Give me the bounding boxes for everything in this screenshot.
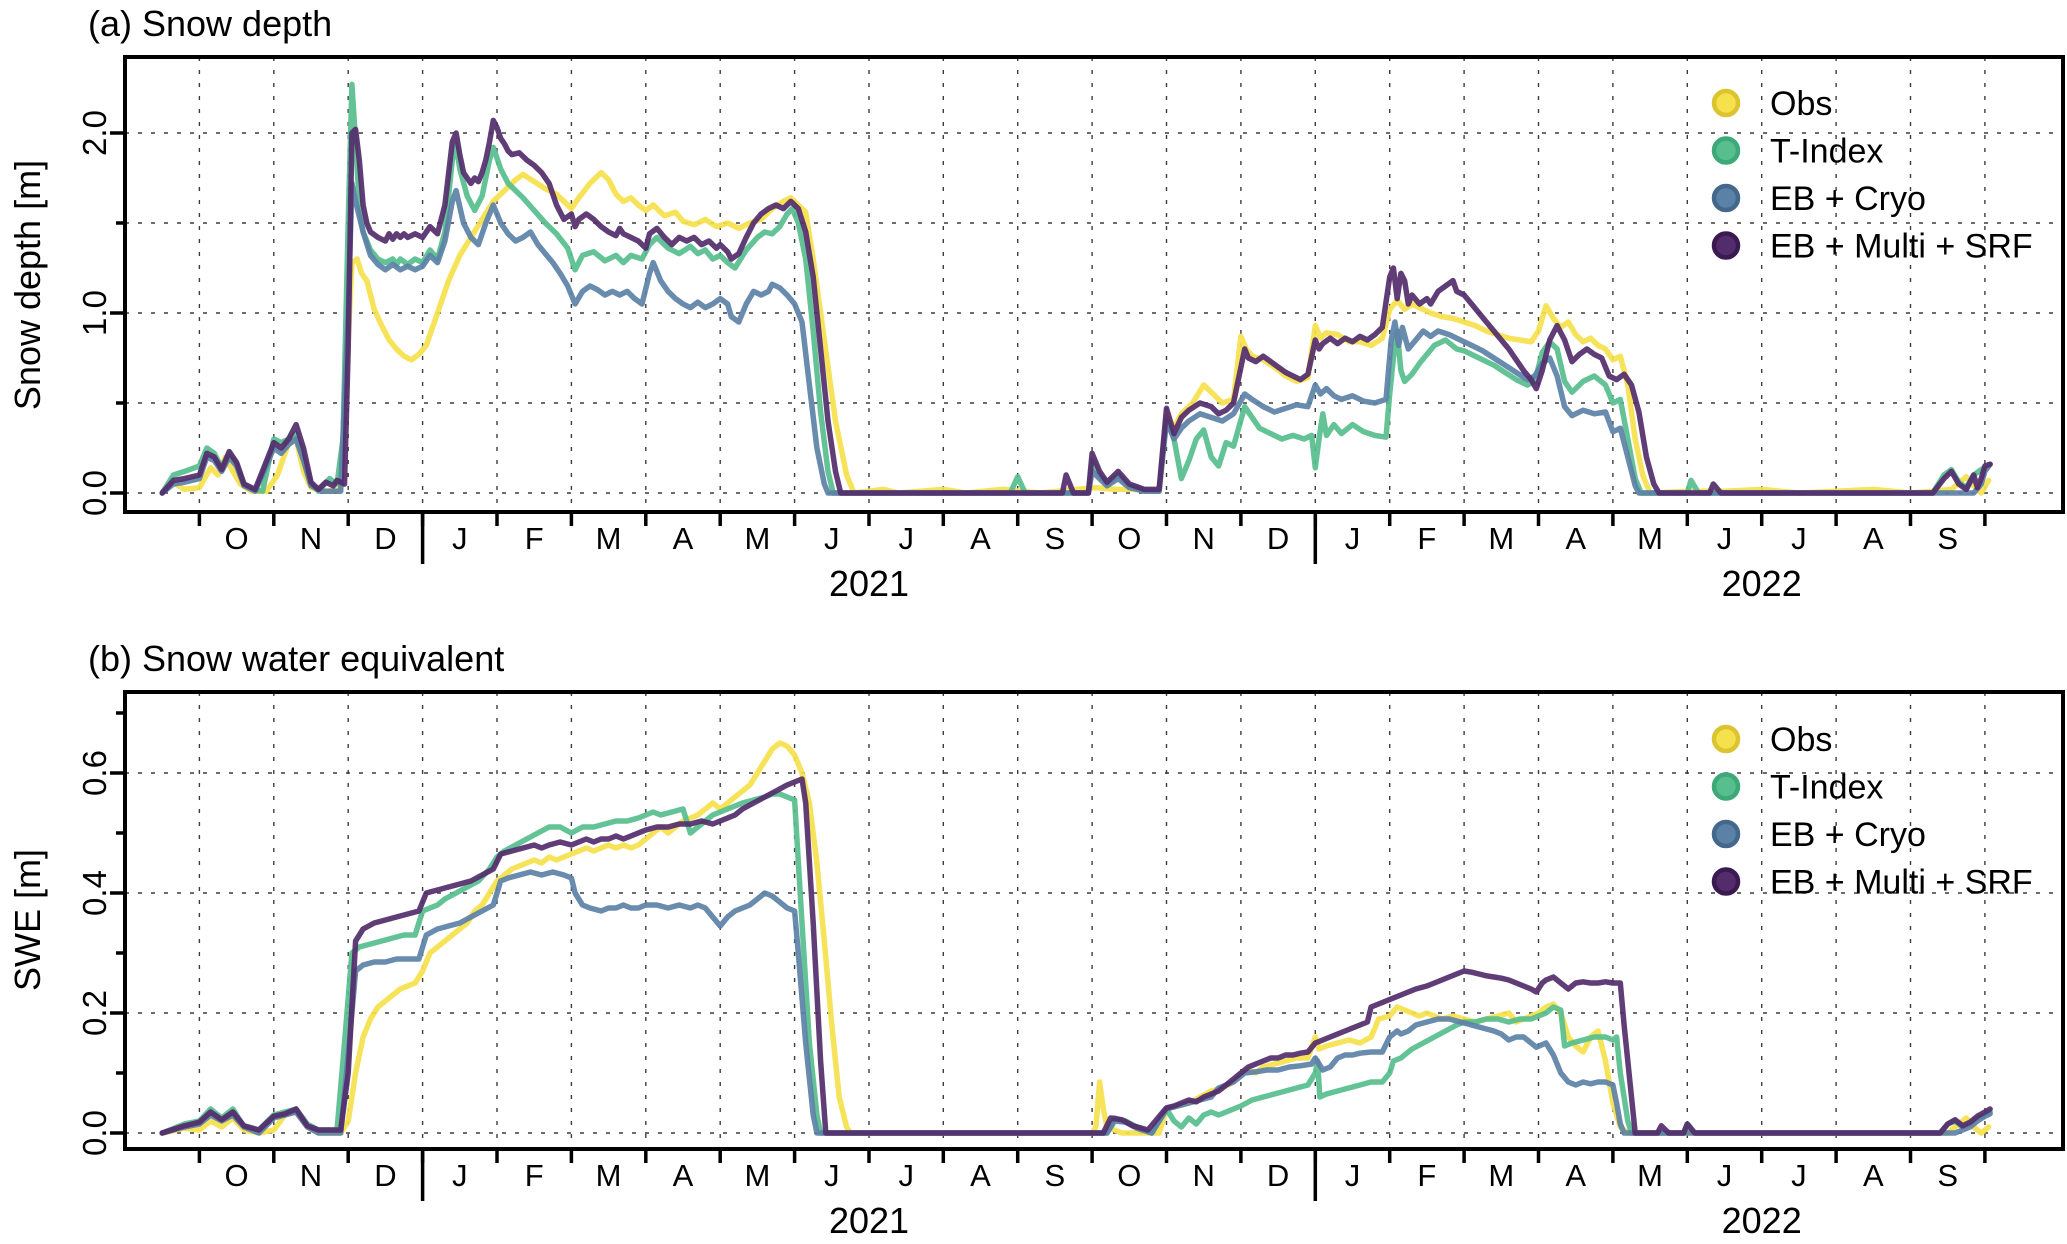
panel-b-ylabel: SWE [m] — [7, 849, 48, 991]
x-month-label: A — [1565, 1158, 1586, 1193]
x-month-label: D — [374, 1158, 396, 1193]
x-year-label: 2022 — [1722, 563, 1802, 604]
x-month-label: J — [1791, 521, 1807, 556]
x-month-label: A — [673, 1158, 694, 1193]
x-month-label: F — [1417, 521, 1436, 556]
legend-marker-obs-icon — [1711, 88, 1741, 118]
x-month-label: N — [1193, 1158, 1215, 1193]
series-line-eb-cryo — [159, 180, 1993, 496]
x-month-label: J — [1345, 521, 1361, 556]
series-line-obs — [159, 740, 1992, 1136]
x-month-label: J — [1791, 1158, 1807, 1193]
x-month-label: S — [1937, 1158, 1958, 1193]
x-month-label: A — [1863, 521, 1884, 556]
panel-a-ylabel: Snow depth [m] — [7, 160, 48, 410]
x-month-label: M — [596, 521, 622, 556]
series-line-eb-multi-srf — [159, 117, 1993, 496]
x-month-label: J — [824, 521, 840, 556]
x-month-label: O — [1117, 1158, 1141, 1193]
x-month-label: F — [1417, 1158, 1436, 1193]
x-year-label: 2021 — [829, 563, 909, 604]
x-month-label: F — [525, 1158, 544, 1193]
legend-marker-t-index-icon — [1711, 772, 1741, 801]
x-month-label: M — [1637, 521, 1663, 556]
legend-marker-eb-multi-srf-icon — [1711, 867, 1741, 896]
x-year-label: 2021 — [829, 1200, 909, 1241]
x-month-label: N — [300, 521, 322, 556]
y-tick-label: 0.0 — [76, 1110, 113, 1156]
legend-label: Obs — [1770, 721, 1832, 759]
x-month-label: D — [1267, 521, 1289, 556]
x-month-label: D — [1267, 1158, 1289, 1193]
x-month-label: O — [225, 1158, 249, 1193]
x-month-label: N — [1193, 521, 1215, 556]
legend-marker-eb-multi-srf-icon — [1711, 231, 1741, 260]
legend-label: EB + Multi + SRF — [1770, 864, 2033, 902]
x-month-label: J — [898, 521, 914, 556]
legend-label: T-Index — [1770, 133, 1883, 171]
y-tick-label: 0.2 — [76, 990, 113, 1036]
y-tick-label: 2.0 — [76, 110, 113, 156]
x-month-label: S — [1045, 521, 1066, 556]
x-month-label: M — [1488, 521, 1514, 556]
y-tick-label: 0.6 — [76, 750, 113, 796]
x-month-label: M — [1488, 1158, 1514, 1193]
panel-a-title: (a) Snow depth — [88, 3, 332, 44]
plot-border — [123, 690, 2065, 1151]
legend-label: EB + Cryo — [1770, 180, 1926, 218]
x-month-label: F — [525, 521, 544, 556]
y-tick-label: 0.4 — [76, 870, 113, 916]
x-month-label: M — [1637, 1158, 1663, 1193]
x-month-label: J — [1345, 1158, 1361, 1193]
x-month-label: S — [1045, 1158, 1066, 1193]
x-month-label: A — [1565, 521, 1586, 556]
series-line-obs — [159, 169, 1992, 496]
x-month-label: S — [1937, 521, 1958, 556]
legend-label: T-Index — [1770, 769, 1883, 807]
legend-marker-t-index-icon — [1711, 136, 1741, 165]
legend-label: EB + Cryo — [1770, 816, 1926, 854]
x-month-label: A — [673, 521, 694, 556]
panel-b-title: (b) Snow water equivalent — [88, 638, 504, 679]
x-month-label: D — [374, 521, 396, 556]
x-month-label: A — [1863, 1158, 1884, 1193]
series-line-eb-cryo — [159, 869, 1993, 1136]
x-month-label: J — [452, 521, 468, 556]
x-month-label: J — [1717, 1158, 1733, 1193]
x-month-label: M — [744, 521, 770, 556]
x-month-label: O — [1117, 521, 1141, 556]
legend-marker-eb-cryo-icon — [1711, 819, 1741, 849]
legend-label: Obs — [1770, 85, 1832, 123]
legend-label: EB + Multi + SRF — [1770, 228, 2033, 266]
x-month-label: A — [970, 521, 991, 556]
x-month-label: J — [1717, 521, 1733, 556]
x-month-label: J — [898, 1158, 914, 1193]
x-month-label: J — [452, 1158, 468, 1193]
y-tick-label: 1.0 — [76, 290, 113, 336]
x-month-label: A — [970, 1158, 991, 1193]
series-line-t-index — [159, 81, 1992, 496]
x-month-label: J — [824, 1158, 840, 1193]
legend-marker-obs-icon — [1711, 724, 1741, 754]
series-line-t-index — [159, 791, 1993, 1136]
x-year-label: 2022 — [1722, 1200, 1802, 1241]
plot-border — [123, 55, 2065, 514]
x-month-label: M — [744, 1158, 770, 1193]
x-month-label: O — [225, 521, 249, 556]
x-month-label: M — [596, 1158, 622, 1193]
panel-swe: 0.0 0.2 0.4 0.6 O N D J F M A M J J A S O N D J F M A M J J A S 2021… — [76, 690, 2065, 1241]
x-month-label: N — [300, 1158, 322, 1193]
series-line-eb-multi-srf — [159, 776, 1993, 1136]
panel-snow-depth: 0.0 1.0 2.0 O N D J F M A M J J A S O N D J F M A M J J A S 2021 202… — [76, 55, 2065, 604]
y-tick-label: 0.0 — [76, 470, 113, 516]
legend-marker-eb-cryo-icon — [1711, 183, 1741, 213]
